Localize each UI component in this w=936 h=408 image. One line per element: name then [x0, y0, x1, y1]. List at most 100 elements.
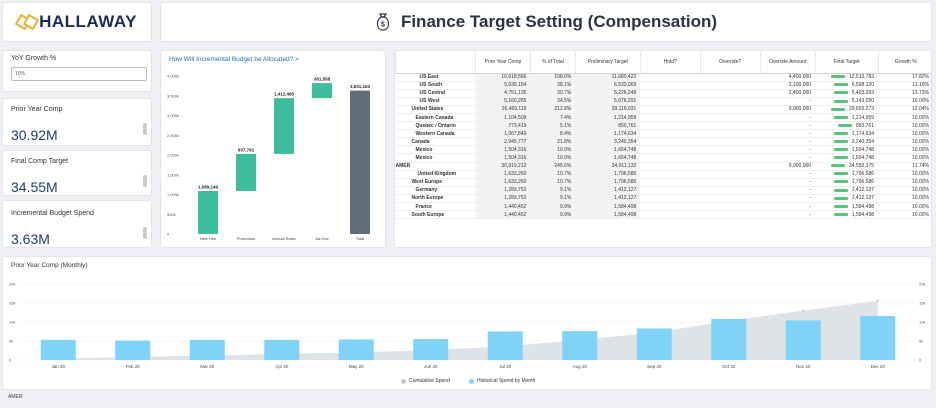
waterfall-title-link[interactable]: How Will Incremental Budget be Allocated…: [169, 56, 299, 63]
table-cell[interactable]: [640, 121, 701, 131]
monthly-spend-bar[interactable]: [785, 320, 821, 360]
scrollbar[interactable]: [143, 123, 147, 135]
monthly-spend-bar[interactable]: [40, 339, 76, 360]
table-row[interactable]: Eastern Canada 1,104,509 7.4% 1,214,959-1,2…: [395, 113, 931, 123]
table-cell[interactable]: [640, 170, 701, 179]
table-cell: 1,214,959: [815, 113, 879, 123]
hallaway-logo[interactable]: HALLAWAY: [14, 12, 137, 32]
column-header[interactable]: Hold?: [639, 51, 701, 74]
table-row[interactable]: US Central 4,751,135 30.7% 5,226,249 2,400,0…: [395, 89, 931, 98]
table-row[interactable]: Quebec / Ontario 773,419 5.1% 850,761-850,7…: [395, 121, 931, 131]
table-cell[interactable]: [700, 186, 761, 195]
table-cell[interactable]: [700, 202, 761, 212]
table-cell[interactable]: [700, 137, 761, 147]
monthly-spend-bar[interactable]: [264, 339, 300, 360]
table-row[interactable]: US West 5,160,265 34.5% 5,676,291 - 5,143,050…: [395, 97, 931, 106]
monthly-spend-bar[interactable]: [115, 340, 151, 360]
cumulative-point[interactable]: [876, 299, 879, 302]
waterfall-bar[interactable]: [198, 190, 218, 234]
table-row[interactable]: United States 26,469,119 212.8% 29,116,031 9…: [395, 105, 931, 114]
table-cell[interactable]: [700, 194, 761, 204]
table-row[interactable]: North Europe 1,283,752 9.1% 1,412,127-1,412…: [395, 194, 931, 204]
final-target-bar: [830, 107, 845, 111]
table-cell[interactable]: [640, 129, 701, 139]
table-row[interactable]: France 1,440,452 9.9% 1,584,498-1,584,498 10…: [395, 202, 931, 212]
table-row[interactable]: US East 10,618,566 108.6% 11,680,422 4,400,0…: [395, 73, 931, 82]
monthly-spend-bar[interactable]: [487, 331, 523, 361]
waterfall-bar[interactable]: [236, 153, 256, 191]
table-cell[interactable]: [700, 105, 761, 114]
table-row[interactable]: AMER 30,919,212 245.6% 34,011,133 9,900,000 3…: [395, 162, 931, 171]
table-cell[interactable]: [700, 145, 761, 155]
table-cell[interactable]: [640, 73, 701, 82]
table-cell[interactable]: [640, 194, 701, 204]
table-cell: 21.8%: [530, 137, 576, 147]
table-row[interactable]: United Kingdom 1,633,260 10.7% 1,796,586-1,…: [395, 170, 931, 179]
table-cell[interactable]: [640, 162, 701, 171]
table-cell: -: [760, 202, 816, 212]
table-cell[interactable]: [700, 81, 761, 90]
table-cell[interactable]: [700, 170, 761, 179]
table-cell[interactable]: [700, 162, 761, 171]
monthly-spend-bar[interactable]: [711, 318, 747, 360]
yoy-growth-input[interactable]: 10%: [11, 67, 147, 81]
table-cell[interactable]: [700, 73, 761, 82]
waterfall-bar[interactable]: [350, 90, 370, 234]
table-row[interactable]: South Europe 1,440,452 9.9% 1,584,498-1,584…: [395, 210, 931, 220]
table-cell[interactable]: [700, 210, 761, 220]
waterfall-bar[interactable]: [274, 98, 294, 154]
monthly-chart-title: Prior Year Comp (Monthly): [11, 262, 88, 269]
table-row[interactable]: Canada 2,945,777 21.8% 3,240,354-3,240,354 1…: [395, 137, 931, 147]
column-header[interactable]: Override?: [699, 51, 761, 74]
table-cell[interactable]: [700, 153, 761, 163]
monthly-spend-bar[interactable]: [562, 331, 598, 360]
table-cell[interactable]: [640, 178, 701, 187]
table-cell[interactable]: [640, 81, 701, 90]
table-cell[interactable]: [640, 210, 701, 220]
table-row[interactable]: Western Canada 1,067,849 8.4% 1,174,634-1,1…: [395, 129, 931, 139]
table-cell[interactable]: [640, 105, 701, 114]
table-cell[interactable]: [700, 89, 761, 98]
table-cell[interactable]: [640, 113, 701, 123]
legend-cumulative[interactable]: Cumulative Spend: [401, 378, 450, 384]
column-header[interactable]: Override Amount: [759, 51, 816, 74]
cumulative-point[interactable]: [802, 309, 805, 312]
monthly-spend-bar[interactable]: [189, 339, 225, 360]
column-header[interactable]: Prior Year Comp: [474, 51, 531, 74]
monthly-spend-bar[interactable]: [338, 339, 374, 360]
table-cell[interactable]: [700, 129, 761, 139]
table-row[interactable]: Germany 1,283,752 9.1% 1,412,127-1,412,127 1…: [395, 186, 931, 195]
table-cell[interactable]: [700, 178, 761, 187]
table-cell: 30,919,212: [475, 162, 531, 171]
table-cell: 9,900,000: [760, 162, 816, 171]
table-cell: 5.1%: [530, 121, 576, 131]
table-cell[interactable]: [640, 202, 701, 212]
table-cell[interactable]: [640, 145, 701, 155]
table-cell[interactable]: [700, 121, 761, 131]
legend-historical[interactable]: Historical Spend by Month: [469, 378, 535, 384]
monthly-spend-bar[interactable]: [413, 339, 449, 360]
table-cell[interactable]: [640, 97, 701, 106]
column-header[interactable]: Growth %: [877, 51, 931, 74]
table-cell[interactable]: [640, 186, 701, 195]
scrollbar[interactable]: [143, 227, 147, 239]
table-row[interactable]: Mexico 1,504,316 10.9% 1,654,748-1,654,748 1…: [395, 145, 931, 155]
column-header[interactable]: % of Total: [529, 51, 576, 74]
column-header[interactable]: Final Target: [814, 51, 879, 74]
table-cell: 3,240,354: [575, 137, 641, 147]
monthly-spend-bar[interactable]: [860, 315, 896, 360]
table-cell[interactable]: [640, 137, 701, 147]
column-header[interactable]: Preliminary Target: [574, 51, 641, 74]
table-cell[interactable]: [640, 89, 701, 98]
table-cell[interactable]: [700, 97, 761, 106]
scrollbar[interactable]: [143, 175, 147, 187]
monthly-spend-bar[interactable]: [636, 328, 672, 360]
waterfall-bar[interactable]: [312, 83, 332, 99]
table-row[interactable]: West Europe 1,633,260 10.7% 1,796,586-1,796…: [395, 178, 931, 187]
final-target-value: 1,174,634: [851, 130, 875, 137]
table-row[interactable]: US South 5,939,154 38.1% 6,533,069 3,100,000…: [395, 81, 931, 90]
column-header[interactable]: [395, 51, 476, 74]
table-row[interactable]: Mexico 1,504,316 10.9% 1,654,748-1,654,748 1…: [395, 153, 931, 163]
table-cell[interactable]: [640, 153, 701, 163]
table-cell[interactable]: [700, 113, 761, 123]
